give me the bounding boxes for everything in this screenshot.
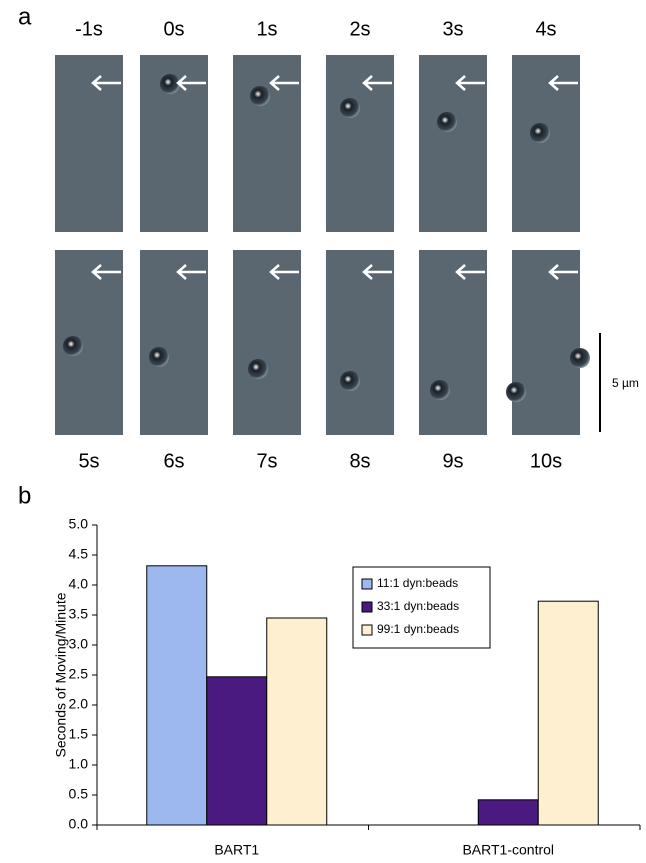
y-tick-label: 1.5 xyxy=(69,726,89,742)
frame-label: 5s xyxy=(78,450,99,472)
arrow xyxy=(269,75,299,91)
y-tick-label: 0.5 xyxy=(69,786,89,802)
bead xyxy=(248,359,268,379)
bar xyxy=(146,565,208,826)
bead xyxy=(570,348,590,368)
frame xyxy=(55,55,123,232)
y-tick-label: 4.5 xyxy=(69,546,89,562)
frame-label: 7s xyxy=(256,450,277,472)
frame-label: 8s xyxy=(349,450,370,472)
bead xyxy=(430,380,450,400)
legend-label: 33:1 dyn:beads xyxy=(377,599,459,613)
arrow xyxy=(176,264,206,280)
frame xyxy=(512,55,580,232)
bead xyxy=(149,347,169,367)
frame xyxy=(326,55,394,232)
legend-swatch xyxy=(361,601,373,613)
bar xyxy=(537,600,599,826)
y-tick-label: 5.0 xyxy=(69,516,89,532)
legend-swatch xyxy=(361,578,373,590)
frame-label: 4s xyxy=(535,18,556,40)
frame xyxy=(512,250,580,435)
scale-label: 5 µm xyxy=(612,376,639,390)
y-tick-label: 2.0 xyxy=(69,696,89,712)
frame-label: 3s xyxy=(442,18,463,40)
arrow xyxy=(362,264,392,280)
bar xyxy=(206,676,268,826)
x-tick-label: BART1-control xyxy=(462,842,554,858)
y-tick-label: 0.0 xyxy=(69,816,89,832)
bead xyxy=(340,371,360,391)
bead xyxy=(63,336,83,356)
x-tick-label: BART1 xyxy=(214,842,259,858)
legend-box xyxy=(352,566,491,649)
arrow xyxy=(455,75,485,91)
frame-label: 6s xyxy=(163,450,184,472)
panel-label: a xyxy=(18,3,32,30)
legend-label: 99:1 dyn:beads xyxy=(377,622,459,636)
y-tick-label: 3.0 xyxy=(69,636,89,652)
frame-label: 10s xyxy=(530,450,562,472)
legend-label: 11:1 dyn:beads xyxy=(377,576,458,590)
y-tick-label: 4.0 xyxy=(69,576,89,592)
arrow xyxy=(362,75,392,91)
arrow xyxy=(176,75,206,91)
bar xyxy=(477,799,539,826)
frame xyxy=(233,250,301,435)
frame xyxy=(140,250,208,435)
frame xyxy=(419,55,487,232)
y-tick-label: 1.0 xyxy=(69,756,89,772)
bead xyxy=(250,86,270,106)
frame-label: -1s xyxy=(75,18,103,40)
bead xyxy=(437,112,457,132)
y-tick-label: 2.5 xyxy=(69,666,89,682)
frame xyxy=(419,250,487,435)
bead xyxy=(506,382,526,402)
y-tick-label: 3.5 xyxy=(69,606,89,622)
frame-label: 2s xyxy=(349,18,370,40)
arrow xyxy=(548,264,578,280)
frame-label: 0s xyxy=(163,18,184,40)
arrow xyxy=(548,75,578,91)
arrow xyxy=(91,75,121,91)
legend-swatch xyxy=(361,624,373,636)
arrow xyxy=(91,264,121,280)
panel-label: b xyxy=(18,482,31,509)
frame-label: 1s xyxy=(256,18,277,40)
arrow xyxy=(269,264,299,280)
y-axis-label: Seconds of Moving/Minute xyxy=(53,592,69,757)
frame xyxy=(326,250,394,435)
frame xyxy=(233,55,301,232)
bead xyxy=(530,123,550,143)
bar xyxy=(266,617,328,826)
frame-label: 9s xyxy=(442,450,463,472)
bead xyxy=(160,74,180,94)
arrow xyxy=(455,264,485,280)
bead xyxy=(340,98,360,118)
